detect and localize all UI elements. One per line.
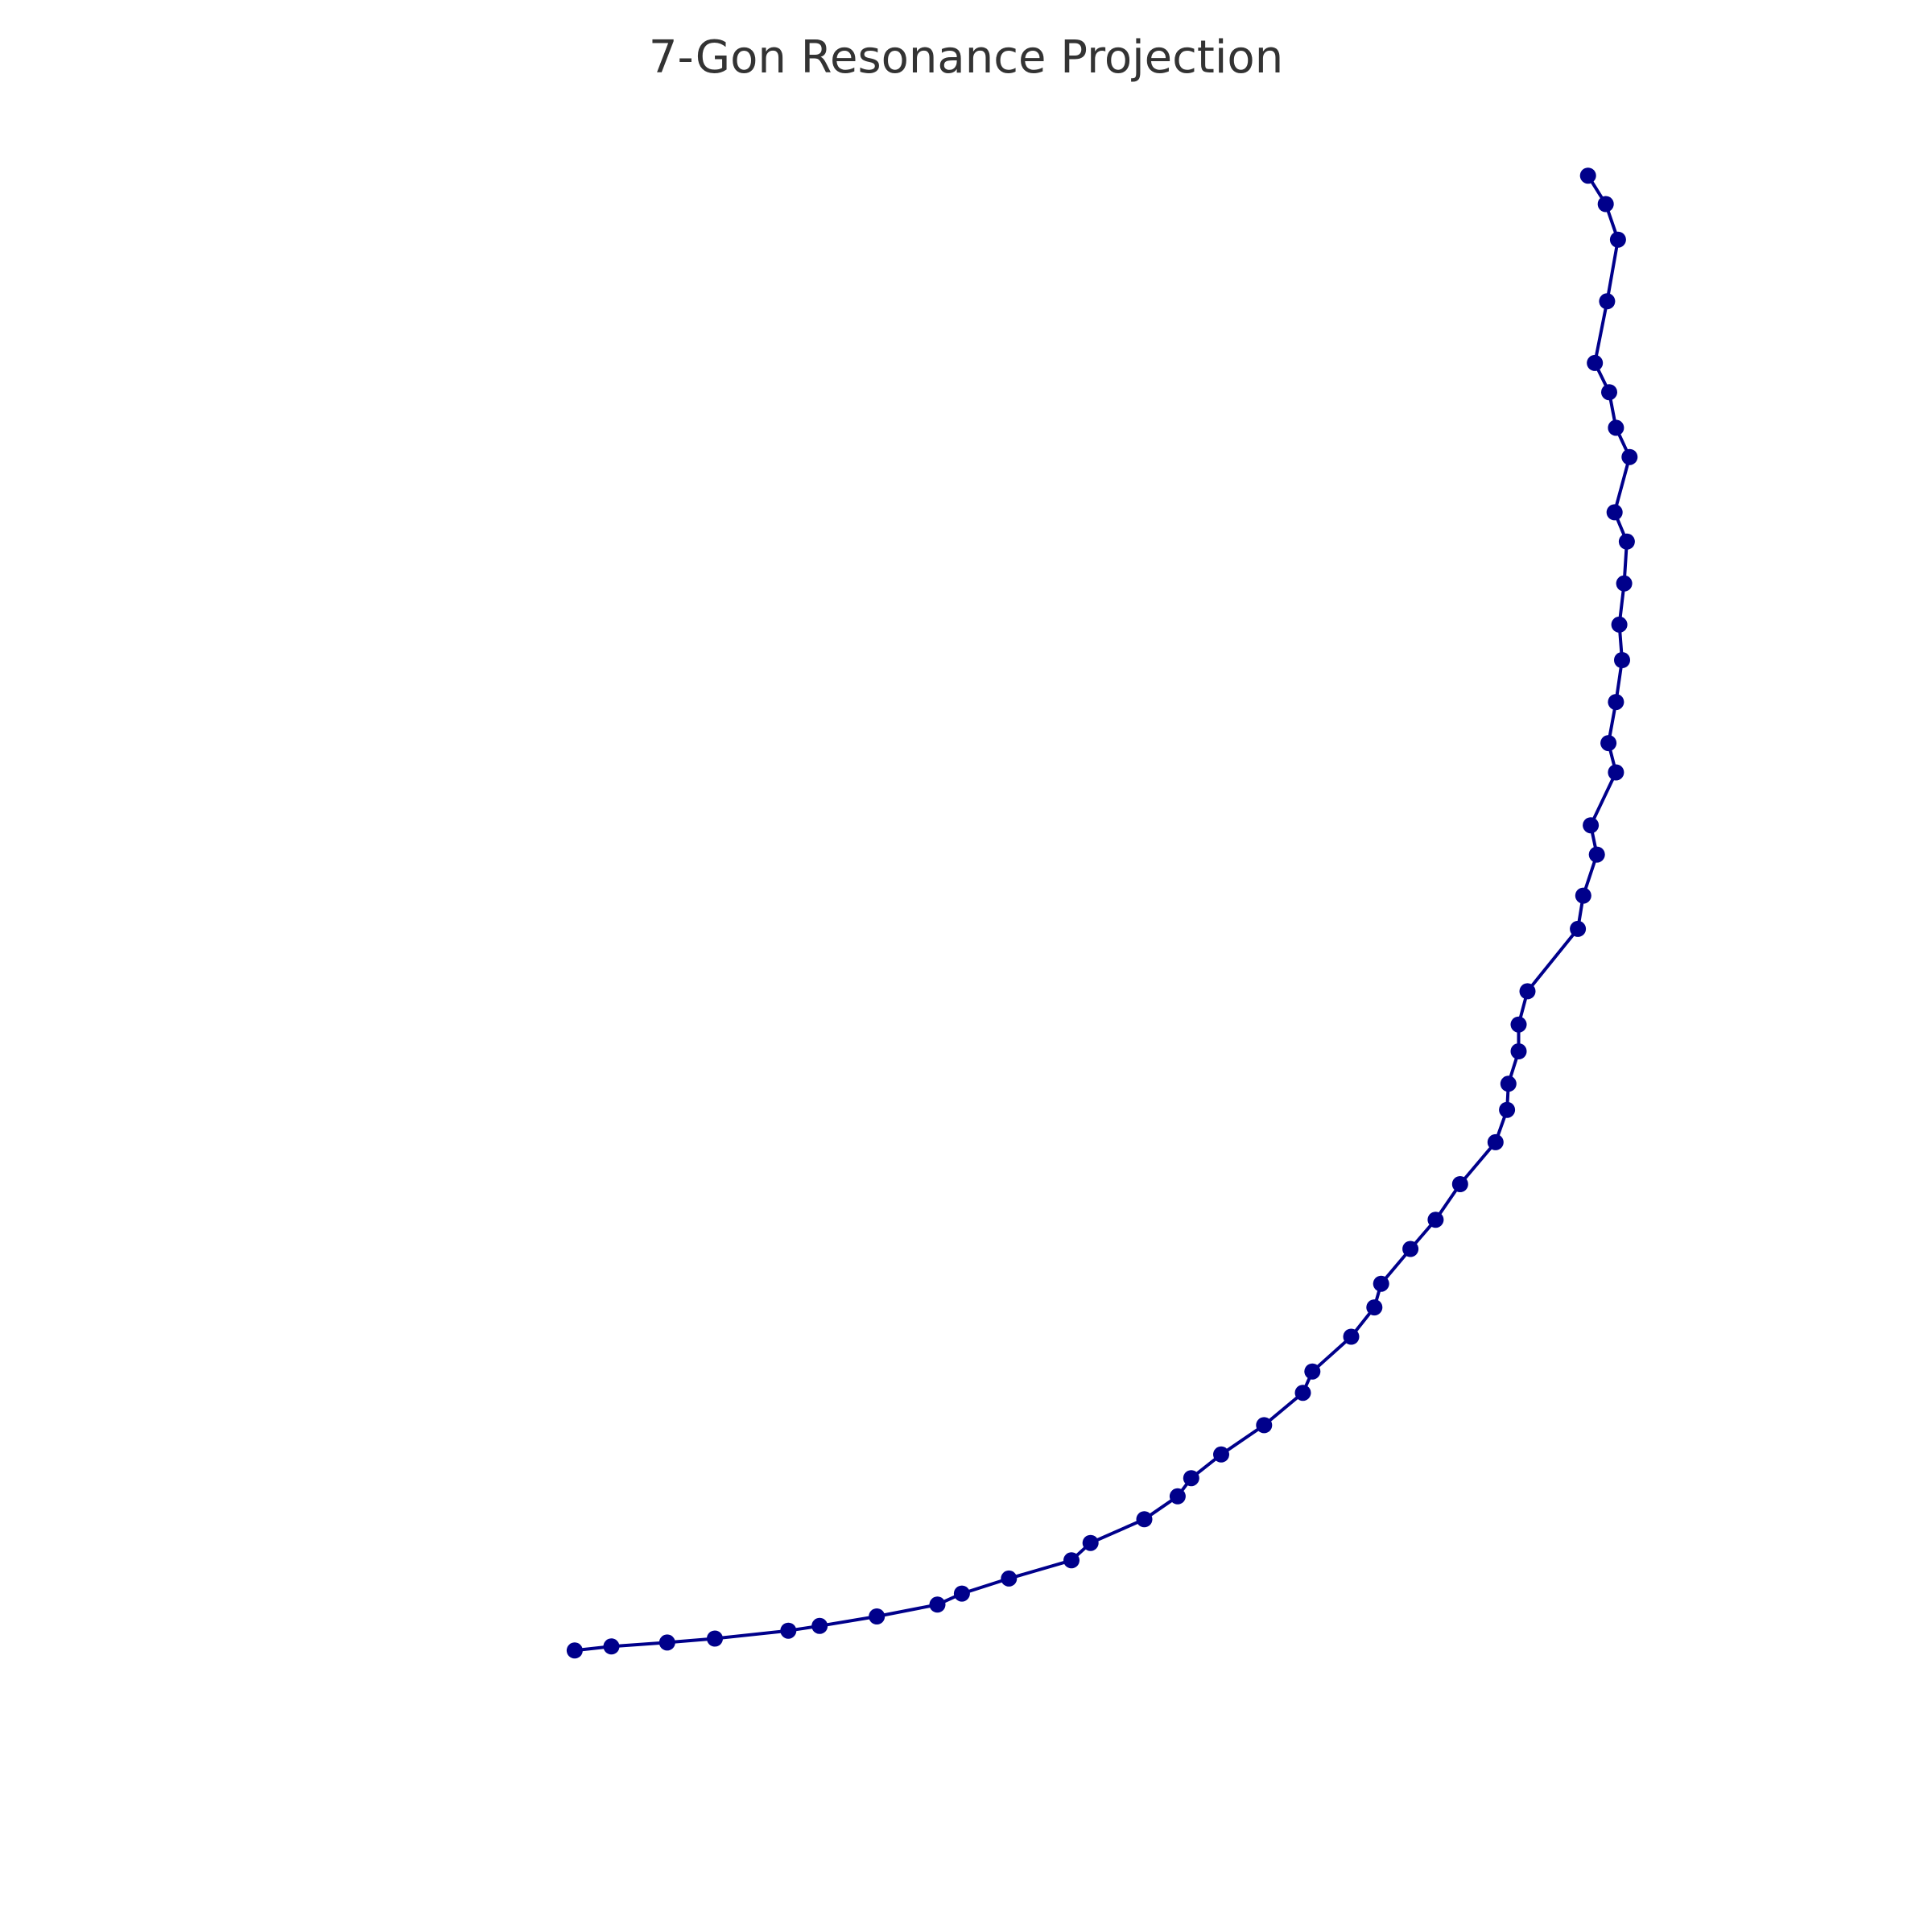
data-point xyxy=(1583,817,1600,834)
data-point xyxy=(1570,920,1587,937)
data-point xyxy=(1608,419,1624,436)
data-point xyxy=(1136,1511,1153,1528)
data-point xyxy=(1575,887,1591,904)
data-point xyxy=(869,1608,886,1624)
data-point xyxy=(1304,1363,1321,1380)
data-point xyxy=(1614,652,1630,668)
data-point xyxy=(566,1642,583,1659)
data-point xyxy=(1510,1043,1527,1059)
data-point xyxy=(929,1596,946,1613)
data-point xyxy=(1600,735,1617,752)
data-point xyxy=(1519,983,1536,1000)
data-point xyxy=(780,1622,797,1639)
data-point xyxy=(1451,1176,1468,1192)
data-point xyxy=(1487,1133,1504,1150)
data-point xyxy=(1606,504,1623,521)
data-point xyxy=(1588,846,1605,863)
data-point xyxy=(1608,694,1624,711)
data-point xyxy=(1373,1275,1389,1292)
data-point xyxy=(1618,533,1635,550)
data-point xyxy=(1597,196,1614,213)
data-point xyxy=(1611,616,1628,633)
data-point xyxy=(1366,1299,1383,1316)
data-point xyxy=(1427,1212,1444,1228)
data-point xyxy=(1510,1016,1527,1033)
data-point xyxy=(1500,1075,1517,1092)
data-point xyxy=(707,1630,723,1647)
data-point xyxy=(1609,231,1626,248)
data-point xyxy=(1256,1417,1273,1434)
data-point xyxy=(1587,354,1604,371)
data-point xyxy=(1608,764,1624,781)
data-point xyxy=(1001,1570,1018,1587)
data-point xyxy=(1294,1385,1311,1402)
data-point xyxy=(603,1638,620,1655)
data-point xyxy=(1343,1328,1360,1345)
data-point xyxy=(1616,575,1633,592)
data-point xyxy=(953,1585,970,1602)
data-point xyxy=(1183,1470,1199,1487)
data-point xyxy=(1599,293,1616,310)
data-point xyxy=(658,1634,675,1651)
data-point xyxy=(1402,1241,1419,1257)
data-point xyxy=(1601,384,1617,401)
series-line xyxy=(574,175,1632,1653)
data-point xyxy=(1213,1446,1229,1463)
data-point xyxy=(1579,167,1596,184)
data-point xyxy=(1063,1552,1080,1569)
data-point xyxy=(1169,1488,1186,1505)
data-point xyxy=(1499,1101,1516,1118)
data-point xyxy=(1621,448,1638,465)
chart-title: 7-Gon Resonance Projection xyxy=(648,31,1284,84)
data-point xyxy=(1082,1534,1099,1551)
data-point xyxy=(811,1617,828,1634)
